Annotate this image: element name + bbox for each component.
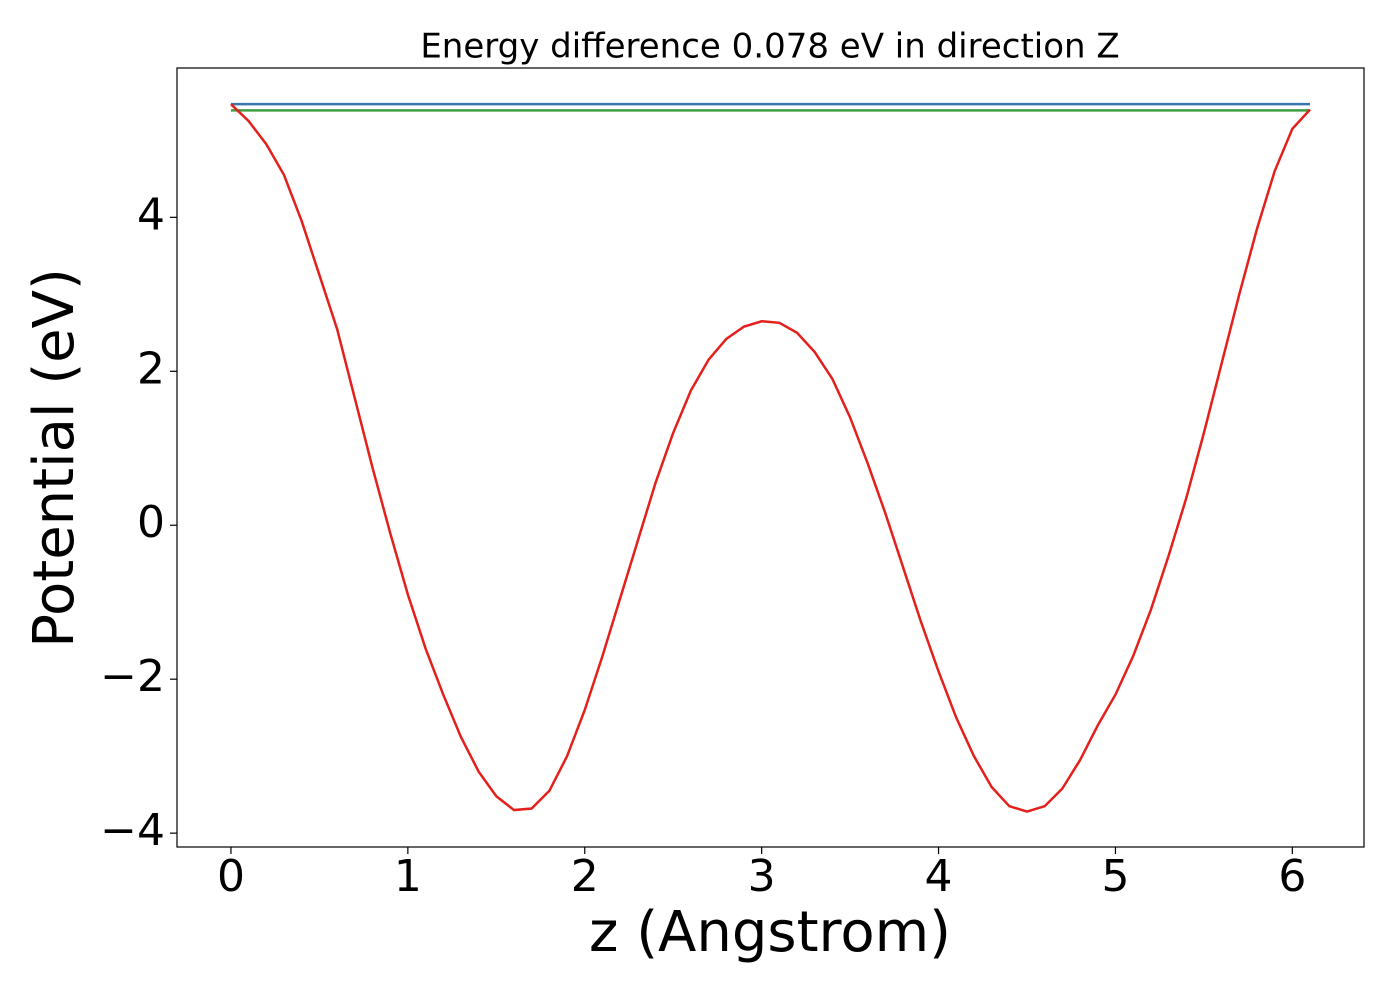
x-tick-label: 2 [571, 851, 599, 902]
x-tick-label: 1 [394, 851, 422, 902]
y-tick-label: 4 [137, 189, 165, 240]
y-tick-label: −2 [100, 651, 165, 702]
x-tick-label: 4 [925, 851, 953, 902]
y-tick-label: 2 [137, 343, 165, 394]
x-tick-label: 5 [1101, 851, 1129, 902]
x-tick-label: 6 [1278, 851, 1306, 902]
y-tick-label: 0 [137, 497, 165, 548]
line [230, 103, 1311, 813]
y-tick-label: −4 [100, 805, 165, 856]
x-tick-label: 0 [217, 851, 245, 902]
x-axis-label: z (Angstrom) [589, 900, 951, 965]
plot-frame [176, 67, 1365, 848]
x-tick-label: 3 [748, 851, 776, 902]
chart-title: Energy difference 0.078 eV in direction … [420, 27, 1119, 67]
y-axis-label: Potential (eV) [22, 268, 87, 648]
